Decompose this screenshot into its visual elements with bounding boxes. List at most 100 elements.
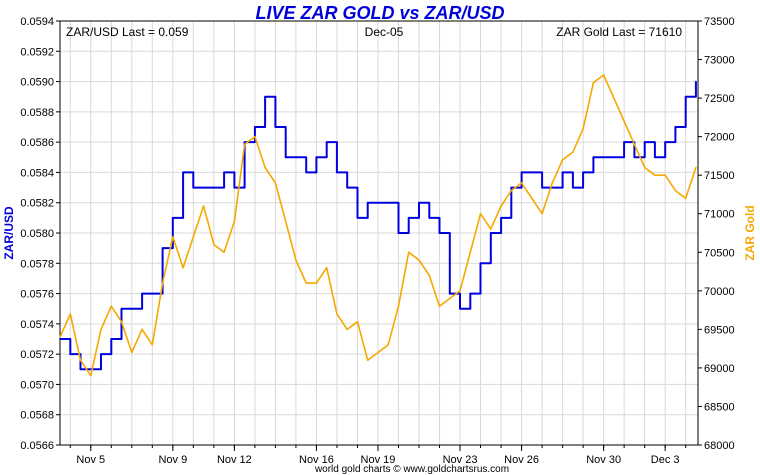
- footer-credit: world gold charts © www.goldchartsrus.co…: [314, 464, 509, 475]
- left-tick-label: 0.0568: [20, 410, 54, 422]
- data-point-zar-gold: [449, 297, 451, 300]
- data-point-zar-usd: [531, 171, 533, 174]
- data-point-zar-usd: [418, 201, 420, 204]
- data-point-zar-usd: [161, 247, 164, 249]
- right-tick-label: 72000: [704, 132, 735, 144]
- data-point-zar-gold: [510, 189, 513, 192]
- data-point-zar-usd: [151, 292, 154, 295]
- data-point-zar-usd: [654, 156, 656, 159]
- data-point-zar-gold: [592, 81, 595, 84]
- data-point-zar-gold: [623, 120, 625, 122]
- data-point-zar-usd: [510, 186, 513, 189]
- data-point-zar-gold: [325, 266, 328, 269]
- x-tick-label: Nov 30: [586, 454, 621, 466]
- data-point-zar-gold: [172, 236, 174, 238]
- data-point-zar-gold: [407, 251, 410, 254]
- data-point-zar-usd: [449, 292, 451, 295]
- data-point-zar-gold: [192, 236, 195, 238]
- data-point-zar-gold: [120, 320, 123, 323]
- data-point-zar-gold: [469, 251, 472, 254]
- left-tick-label: 0.0588: [20, 107, 54, 119]
- right-tick-label: 70000: [704, 286, 735, 298]
- data-point-zar-gold: [397, 305, 400, 308]
- data-point-zar-gold: [602, 74, 605, 76]
- data-point-zar-usd: [131, 307, 133, 310]
- data-point-zar-usd: [295, 156, 297, 159]
- data-point-zar-gold: [418, 259, 420, 261]
- left-tick-label: 0.0578: [20, 258, 54, 270]
- right-tick-label: 71000: [704, 209, 735, 221]
- data-point-zar-usd: [213, 186, 215, 189]
- x-tick-label: Nov 26: [504, 454, 539, 466]
- data-point-zar-usd: [254, 126, 256, 128]
- data-point-zar-usd: [223, 171, 225, 174]
- left-axis: 0.0566 0.0568 0.0570 0.0572 0.0574 0.0576 0.05…: [20, 16, 60, 452]
- data-point-zar-usd: [100, 353, 102, 355]
- date-label: Dec-05: [365, 25, 404, 39]
- left-tick-label: 0.0572: [20, 349, 54, 361]
- data-point-zar-usd: [520, 171, 523, 174]
- data-point-zar-usd: [602, 156, 605, 159]
- data-point-zar-gold: [315, 282, 318, 284]
- grid: [60, 20, 698, 446]
- left-tick-label: 0.0590: [20, 77, 54, 89]
- right-tick-label: 73000: [704, 55, 735, 67]
- data-point-zar-usd: [428, 217, 431, 219]
- right-last-label: ZAR Gold Last = 71610: [556, 25, 682, 39]
- data-point-zar-usd: [141, 292, 143, 295]
- data-point-zar-usd: [459, 307, 461, 310]
- data-point-zar-gold: [459, 290, 461, 292]
- data-point-zar-gold: [572, 151, 574, 153]
- data-point-zar-gold: [233, 220, 236, 223]
- x-tick-label: Nov 9: [158, 454, 187, 466]
- data-point-zar-usd: [613, 156, 615, 159]
- data-point-zar-gold: [90, 374, 92, 377]
- data-point-zar-gold: [254, 135, 256, 138]
- left-last-label: ZAR/USD Last = 0.059: [66, 25, 189, 39]
- data-point-zar-usd: [490, 232, 492, 234]
- data-point-zar-gold: [490, 228, 492, 230]
- data-point-zar-usd: [243, 141, 246, 143]
- data-point-zar-usd: [438, 232, 441, 234]
- data-point-zar-gold: [428, 274, 431, 277]
- data-point-zar-gold: [531, 197, 533, 200]
- data-point-zar-usd: [541, 186, 543, 189]
- data-point-zar-usd: [202, 186, 205, 189]
- data-point-zar-gold: [274, 182, 277, 184]
- data-point-zar-usd: [551, 186, 554, 189]
- x-axis: Nov 5 Nov 9 Nov 12 Nov 16 Nov 19 Nov 23 Nov 26…: [69, 445, 687, 466]
- data-point-zar-usd: [336, 171, 338, 174]
- data-point-zar-gold: [295, 259, 297, 261]
- data-point-zar-usd: [643, 141, 646, 143]
- data-point-zar-usd: [469, 292, 472, 295]
- data-point-zar-gold: [366, 359, 369, 362]
- data-point-zar-gold: [674, 189, 677, 192]
- data-point-zar-gold: [438, 305, 441, 308]
- left-tick-label: 0.0582: [20, 198, 54, 210]
- data-point-zar-usd: [110, 338, 113, 340]
- data-point-zar-usd: [387, 201, 390, 204]
- data-point-zar-gold: [223, 251, 225, 254]
- left-tick-label: 0.0570: [20, 379, 54, 391]
- data-point-zar-usd: [377, 201, 379, 204]
- data-point-zar-usd: [346, 186, 349, 189]
- series-layer: [59, 74, 697, 377]
- right-tick-label: 69000: [704, 363, 735, 375]
- data-point-zar-gold: [141, 328, 143, 331]
- data-point-zar-usd: [284, 156, 287, 159]
- data-point-zar-gold: [561, 159, 564, 161]
- data-point-zar-usd: [233, 186, 236, 189]
- data-point-zar-gold: [695, 166, 697, 169]
- x-tick-label: Nov 16: [299, 454, 334, 466]
- data-point-zar-gold: [243, 143, 246, 146]
- data-point-zar-usd: [59, 338, 61, 340]
- data-point-zar-gold: [161, 282, 164, 284]
- chart-title: LIVE ZAR GOLD vs ZAR/USD: [255, 3, 504, 23]
- x-tick-label: Nov 12: [217, 454, 252, 466]
- data-point-zar-gold: [664, 174, 666, 176]
- data-point-zar-gold: [336, 313, 338, 315]
- data-point-zar-gold: [377, 351, 379, 354]
- x-tick-label: Dec 3: [651, 454, 680, 466]
- data-point-zar-usd: [684, 95, 687, 98]
